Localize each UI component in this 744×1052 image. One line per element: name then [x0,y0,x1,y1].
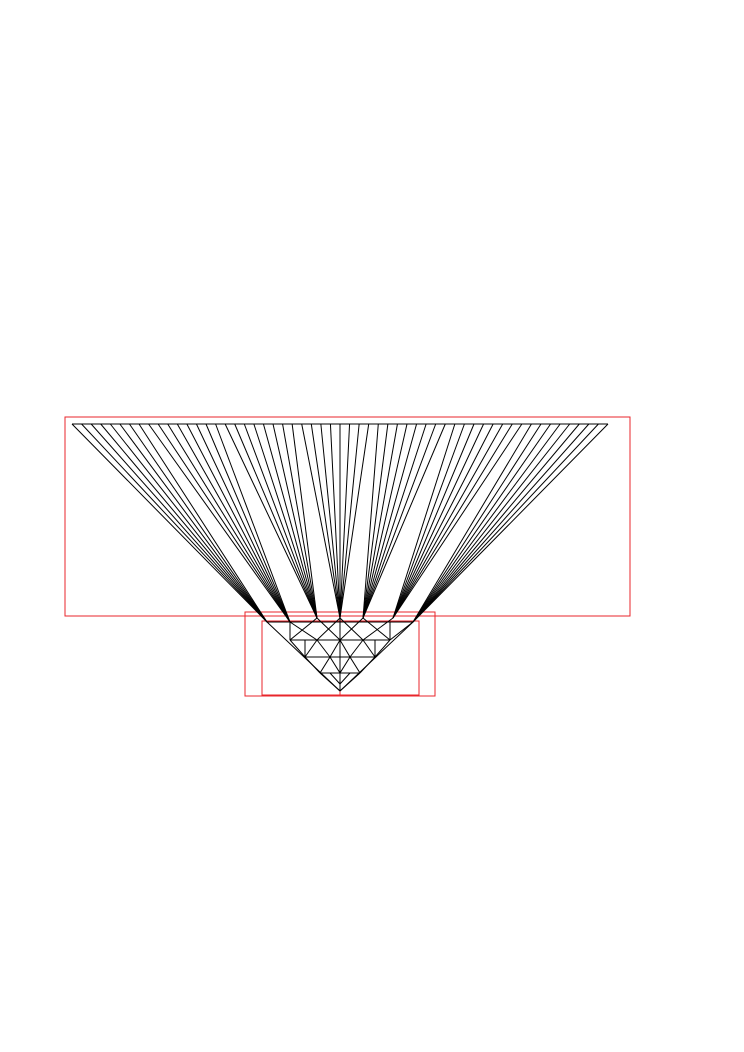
fan-line [392,423,475,619]
mesh-diagonal [304,656,321,674]
fan-line [412,423,599,623]
fan-line [119,423,268,623]
fan-line [138,423,268,623]
fan-line [129,423,268,623]
fan-line [412,423,580,623]
fan-line [71,423,268,623]
fan-line [243,423,318,619]
fan-line [215,423,291,623]
fan-line [412,423,590,623]
fan-line [392,423,523,619]
fan-line [186,423,291,623]
mesh-diagonal [349,656,361,674]
mesh-diagonal [362,617,391,641]
fan-line [291,423,318,619]
fan-line [362,423,379,619]
fan-line [253,423,318,619]
fan-line [412,423,532,623]
fan-line [412,423,561,623]
fan-line [339,423,360,619]
fan-line [205,423,291,623]
mesh-diagonal [359,656,376,674]
fan-line [167,423,291,623]
fan-line [362,423,446,619]
fan-line [412,423,542,623]
fan-line [392,423,465,619]
mesh-diagonal [349,639,364,658]
fan-line [310,423,341,619]
mesh-diagonal [289,617,318,641]
mesh-diagonal [316,617,341,641]
fan-line [392,423,513,619]
bounding-box [64,416,631,617]
mesh-diagonal [374,639,391,658]
mesh-diagonal [319,656,331,674]
fan-line [412,423,571,623]
mesh-diagonal [362,617,394,641]
fan-lines [71,423,609,623]
mesh-diagonal [339,672,361,692]
fan-line [301,423,341,619]
mesh-diagonal [289,639,306,658]
fan-line [109,423,268,623]
fan-line [392,423,494,619]
mesh-diagonal [319,672,341,692]
fan-line [362,423,398,619]
mesh-diagonal [389,621,414,641]
fan-line [90,423,268,623]
fan-line [412,423,609,623]
fan-line [100,423,268,623]
mesh-diagonal [316,639,331,658]
mesh-diagonal [339,656,351,674]
mesh-diagonal [362,639,376,658]
fan-line [392,423,485,619]
fan-line [81,423,268,623]
fan-line [148,423,291,623]
fan-line [362,423,408,619]
mesh-diagonal [329,639,341,658]
fan-line [234,423,318,619]
fan-line [224,423,318,619]
fan-line [362,423,427,619]
fan-line [362,423,389,619]
mesh-diagonal [339,639,351,658]
mesh-diagonal [289,621,318,641]
fan-line [392,423,504,619]
fan-line [272,423,318,619]
fan-line [320,423,341,619]
fan-line [329,423,341,619]
fan-line [176,423,291,623]
fan-line [262,423,318,619]
fan-line [392,423,456,619]
fan-line [339,423,370,619]
mesh-diagonal [339,672,351,685]
fan-line [412,423,551,623]
fan-line [339,423,351,619]
mesh-diagonal [304,639,318,658]
mesh-diagonal [329,672,341,685]
mesh-diagonal [339,617,364,641]
fan-line [362,423,418,619]
triangle-mesh [266,617,414,692]
fan-line [282,423,318,619]
fan-line [195,423,291,623]
mesh-diagonal [329,656,341,674]
fan-line [157,423,291,623]
fan-line [362,423,437,619]
